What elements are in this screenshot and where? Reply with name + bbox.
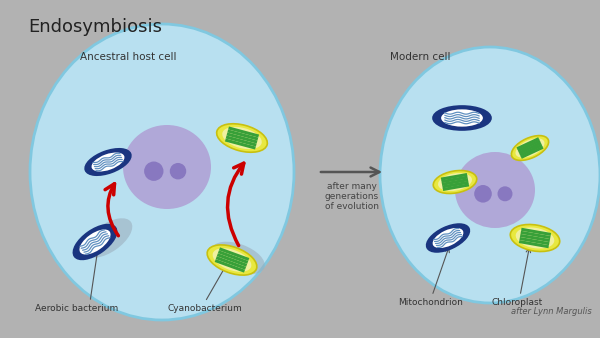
Ellipse shape	[433, 106, 491, 130]
Text: generations: generations	[325, 192, 379, 201]
Ellipse shape	[73, 225, 116, 259]
Text: Modern cell: Modern cell	[390, 52, 451, 62]
Text: Chloroplast: Chloroplast	[492, 298, 543, 307]
Ellipse shape	[30, 24, 294, 320]
Text: Ancestral host cell: Ancestral host cell	[80, 52, 176, 62]
Text: of evolution: of evolution	[325, 202, 379, 211]
Ellipse shape	[380, 47, 600, 303]
Ellipse shape	[123, 125, 211, 209]
Ellipse shape	[144, 162, 163, 181]
Text: Aerobic bacterium: Aerobic bacterium	[35, 304, 118, 313]
Ellipse shape	[511, 136, 548, 161]
Text: Endosymbiosis: Endosymbiosis	[28, 18, 162, 36]
Ellipse shape	[212, 248, 251, 272]
Ellipse shape	[516, 227, 554, 248]
Ellipse shape	[211, 242, 265, 274]
Ellipse shape	[515, 138, 545, 158]
Ellipse shape	[427, 224, 469, 252]
Ellipse shape	[474, 185, 492, 202]
Ellipse shape	[217, 124, 268, 152]
Text: Cyanobacterium: Cyanobacterium	[168, 304, 243, 313]
Ellipse shape	[510, 224, 560, 251]
Text: after many: after many	[327, 182, 377, 191]
Text: Mitochondrion: Mitochondrion	[398, 298, 463, 307]
Ellipse shape	[455, 152, 535, 228]
Ellipse shape	[83, 218, 133, 258]
Ellipse shape	[170, 163, 186, 179]
Ellipse shape	[222, 127, 262, 149]
Ellipse shape	[433, 228, 463, 248]
Ellipse shape	[438, 173, 472, 191]
Ellipse shape	[92, 152, 124, 171]
Ellipse shape	[79, 230, 110, 255]
Ellipse shape	[497, 186, 512, 201]
Ellipse shape	[441, 110, 483, 127]
Ellipse shape	[433, 170, 477, 193]
Text: after Lynn Margulis: after Lynn Margulis	[511, 307, 592, 316]
Ellipse shape	[85, 149, 131, 175]
Ellipse shape	[207, 245, 257, 275]
